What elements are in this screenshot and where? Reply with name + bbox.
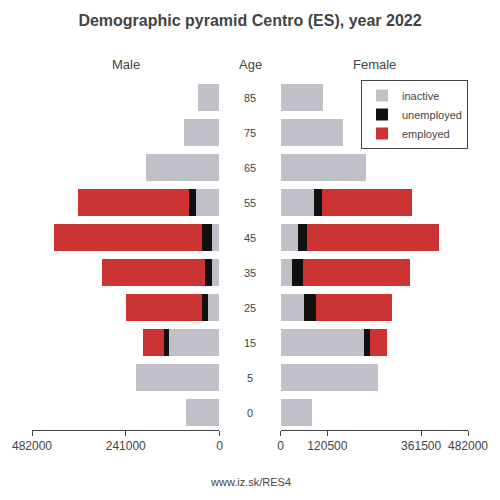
svg-text:361500: 361500 <box>401 439 441 453</box>
svg-text:www.iz.sk/RES4: www.iz.sk/RES4 <box>210 476 291 488</box>
svg-text:employed: employed <box>402 128 450 140</box>
svg-text:unemployed: unemployed <box>402 109 462 121</box>
svg-text:Age: Age <box>239 57 262 72</box>
svg-text:45: 45 <box>244 232 256 244</box>
svg-text:85: 85 <box>244 92 256 104</box>
svg-text:482000: 482000 <box>448 439 488 453</box>
svg-text:55: 55 <box>244 197 256 209</box>
svg-text:35: 35 <box>244 267 256 279</box>
svg-text:Demographic pyramid Centro (ES: Demographic pyramid Centro (ES), year 20… <box>78 12 421 29</box>
svg-text:inactive: inactive <box>402 90 439 102</box>
svg-text:0: 0 <box>247 407 253 419</box>
svg-text:0: 0 <box>216 439 223 453</box>
svg-text:25: 25 <box>244 302 256 314</box>
svg-text:75: 75 <box>244 127 256 139</box>
svg-text:241000: 241000 <box>106 439 146 453</box>
svg-text:120500: 120500 <box>307 439 347 453</box>
svg-text:0: 0 <box>277 439 284 453</box>
svg-text:65: 65 <box>244 162 256 174</box>
svg-text:Male: Male <box>112 57 140 72</box>
svg-text:5: 5 <box>247 372 253 384</box>
svg-text:Female: Female <box>353 57 396 72</box>
svg-text:482000: 482000 <box>12 439 52 453</box>
svg-text:15: 15 <box>244 337 256 349</box>
